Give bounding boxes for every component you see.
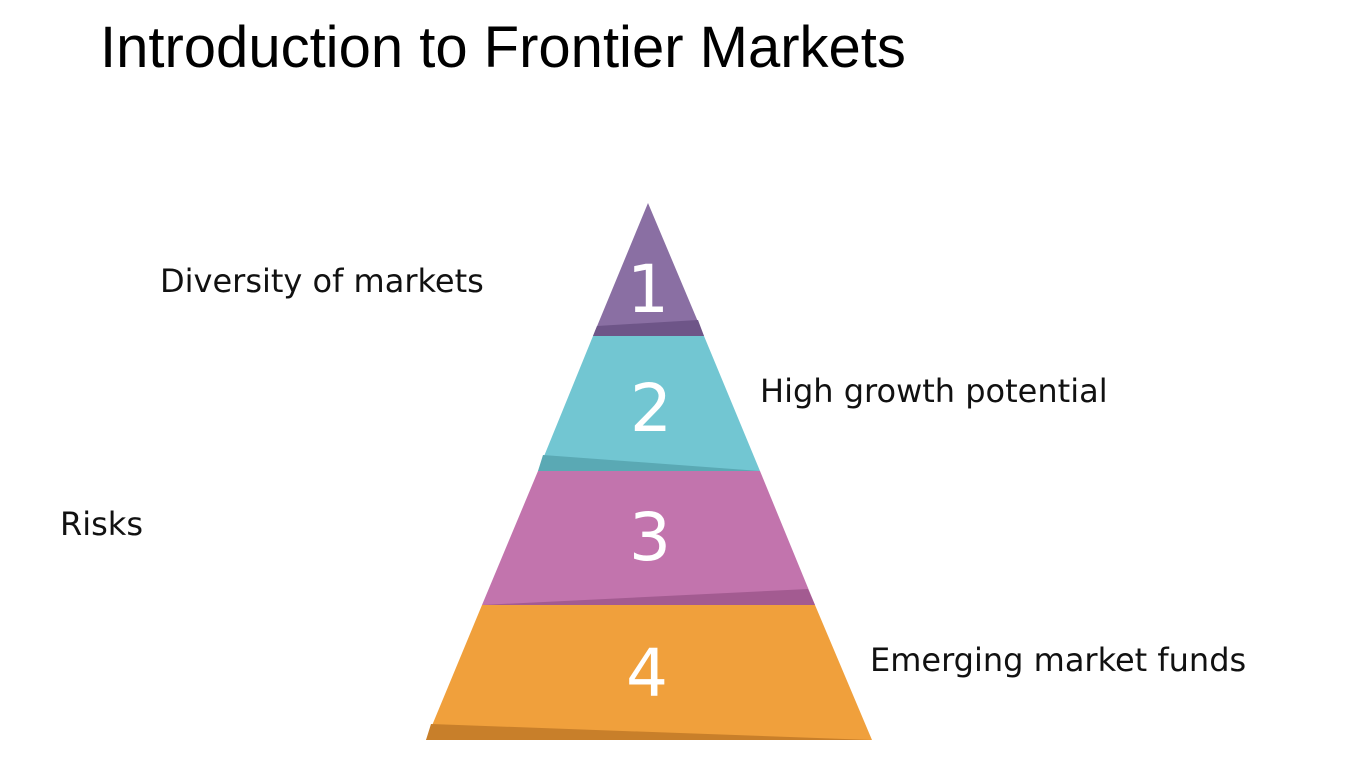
pyramid-tier-1-shape	[593, 203, 704, 336]
pyramid-tier-1-shadow	[593, 320, 704, 336]
pyramid-tier-3-number: 3	[629, 499, 671, 576]
pyramid-tier-4: 4	[426, 605, 872, 740]
pyramid-tier-4-shadow	[426, 724, 872, 740]
pyramid-tier-1: 1	[593, 203, 704, 336]
pyramid-tier-2-shape	[538, 336, 760, 471]
pyramid-tier-1-number: 1	[627, 251, 669, 328]
pyramid-tier-2-shadow	[538, 455, 760, 471]
pyramid-tier-4-number: 4	[626, 635, 668, 712]
slide-title: Introduction to Frontier Markets	[100, 15, 906, 80]
pyramid-tier-2-number: 2	[630, 370, 672, 447]
label-high-growth-potential: High growth potential	[760, 372, 1108, 410]
label-emerging-market-funds: Emerging market funds	[870, 641, 1247, 679]
label-risks: Risks	[60, 505, 143, 543]
pyramid-tier-3: 3	[482, 471, 815, 605]
pyramid-tier-3-shadow	[482, 589, 815, 605]
label-diversity-of-markets: Diversity of markets	[160, 262, 484, 300]
pyramid-tier-2: 2	[538, 336, 760, 471]
pyramid-tier-3-shape	[482, 471, 815, 605]
pyramid-tier-4-shape	[426, 605, 872, 740]
